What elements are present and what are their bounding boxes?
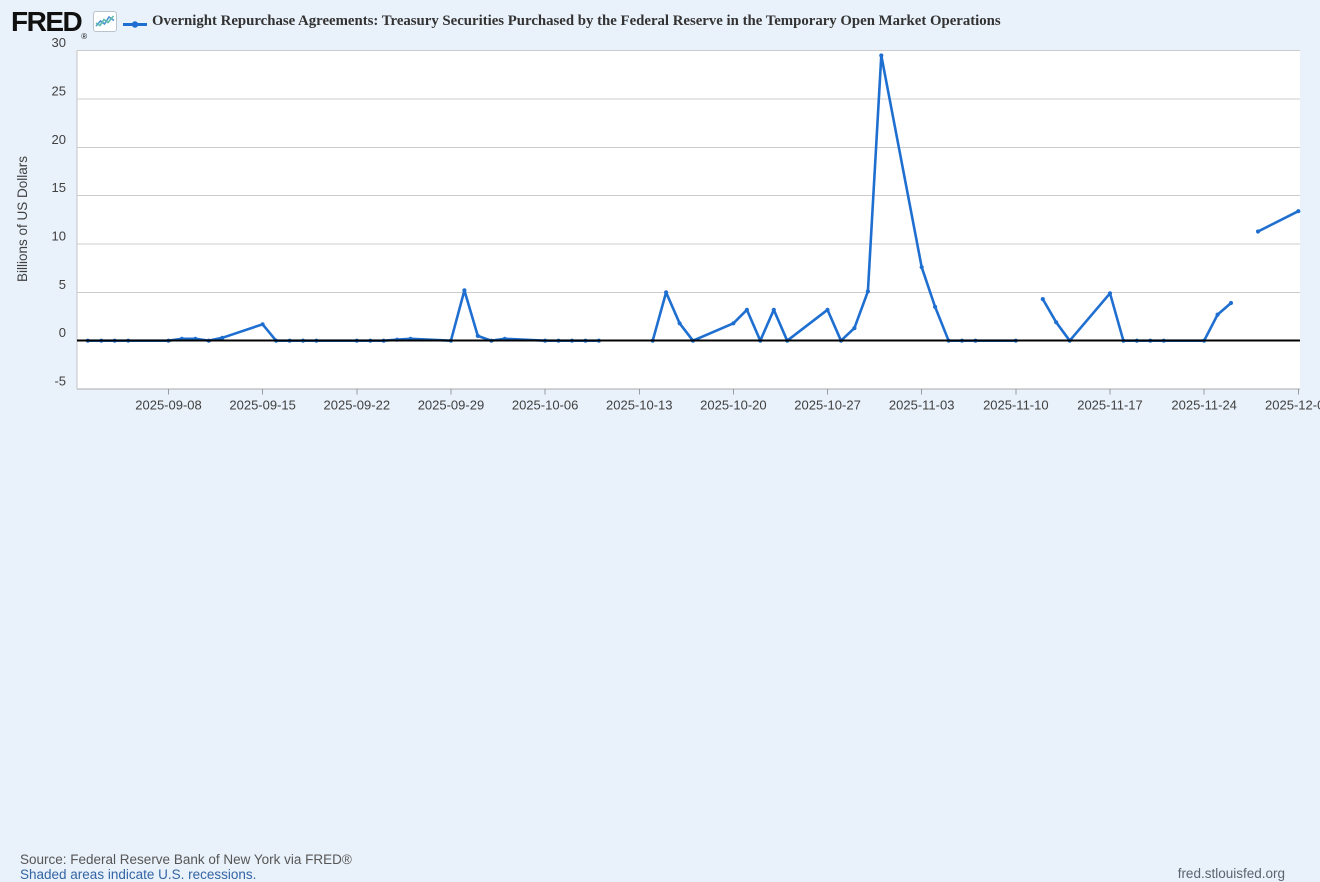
data-point-marker[interactable] — [220, 335, 225, 340]
series-line[interactable] — [651, 54, 1018, 343]
source-text: Source: Federal Reserve Bank of New York… — [20, 852, 352, 867]
x-axis-label: 2025-11-24 — [1171, 398, 1237, 413]
fred-sparkline-icon[interactable] — [93, 11, 117, 32]
series-line[interactable] — [1256, 209, 1300, 233]
x-axis-label: 2025-10-06 — [512, 398, 579, 413]
data-point-marker[interactable] — [933, 304, 938, 309]
x-axis-label: 2025-12-01 — [1265, 398, 1320, 413]
x-axis-label: 2025-09-08 — [135, 398, 202, 413]
fred-site-link[interactable]: fred.stlouisfed.org — [1177, 866, 1285, 881]
x-axis-label: 2025-10-13 — [606, 398, 673, 413]
x-axis-label: 2025-10-20 — [700, 398, 767, 413]
data-point-marker[interactable] — [825, 307, 830, 312]
data-point-marker[interactable] — [664, 290, 669, 295]
y-axis-label: 15 — [52, 180, 66, 195]
data-point-marker[interactable] — [677, 321, 682, 326]
data-point-marker[interactable] — [1054, 320, 1059, 325]
data-point-marker[interactable] — [475, 333, 480, 338]
y-axis-label: 0 — [59, 325, 66, 340]
data-point-marker[interactable] — [879, 53, 884, 58]
data-point-marker[interactable] — [919, 265, 924, 270]
data-point-marker[interactable] — [1215, 312, 1220, 317]
data-point-marker[interactable] — [260, 322, 265, 327]
data-point-marker[interactable] — [1296, 209, 1301, 214]
fred-logo[interactable]: FRED® — [11, 6, 88, 41]
x-axis-label: 2025-11-03 — [889, 398, 955, 413]
registered-mark: ® — [81, 32, 88, 41]
series-title: Overnight Repurchase Agreements: Treasur… — [152, 13, 1001, 29]
data-point-marker[interactable] — [1107, 291, 1113, 296]
x-axis-label: 2025-11-17 — [1077, 398, 1143, 413]
data-point-marker[interactable] — [744, 307, 750, 312]
x-axis-label: 2025-09-22 — [324, 398, 391, 413]
y-axis-label: 30 — [52, 35, 66, 50]
y-axis-label: 10 — [52, 229, 66, 244]
x-axis-label: 2025-09-15 — [229, 398, 296, 413]
y-axis-label: 20 — [52, 132, 66, 147]
chart-header: FRED® Overnight Repurchase Agreements: T… — [0, 0, 1320, 42]
x-axis-label: 2025-09-29 — [418, 398, 485, 413]
data-point-marker[interactable] — [1228, 300, 1234, 306]
data-point-marker[interactable] — [865, 289, 871, 294]
y-axis-label: 5 — [59, 277, 66, 292]
chart-plot-area[interactable]: 30 25 20 15 10 5 0 -5 Billions of US Dollars 2025… — [0, 0, 1320, 465]
y-axis-title: Billions of US Dollars — [15, 156, 30, 282]
data-point-marker[interactable] — [852, 326, 857, 331]
recession-note-link[interactable]: Shaded areas indicate U.S. recessions. — [20, 867, 257, 882]
data-point-marker[interactable] — [1040, 297, 1045, 302]
data-point-marker[interactable] — [731, 321, 736, 326]
data-point-marker[interactable] — [771, 307, 776, 312]
data-point-marker[interactable] — [1255, 229, 1261, 234]
y-axis-label: 25 — [52, 84, 66, 99]
x-axis-label: 2025-10-27 — [794, 398, 861, 413]
plot-background — [77, 50, 1300, 389]
x-axis-label: 2025-11-10 — [983, 398, 1049, 413]
chart-footer: Source: Federal Reserve Bank of New York… — [0, 419, 1320, 882]
data-point-marker[interactable] — [462, 288, 467, 293]
y-axis-label: -5 — [54, 374, 66, 389]
legend-line-marker — [122, 17, 150, 35]
